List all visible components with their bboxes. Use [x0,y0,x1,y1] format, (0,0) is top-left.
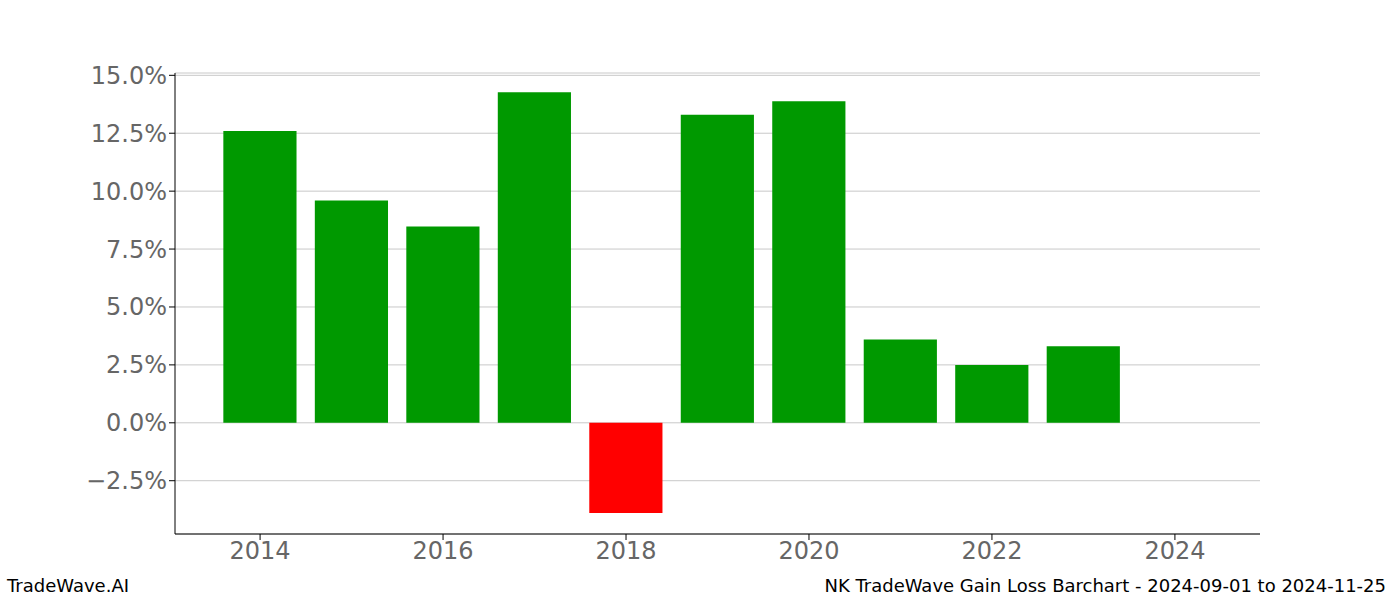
svg-text:2024: 2024 [1144,537,1205,565]
svg-text:2018: 2018 [595,537,656,565]
svg-text:−2.5%: −2.5% [86,467,167,495]
svg-text:2020: 2020 [778,537,839,565]
html-text:TradeWave.AI: TradeWave.AI [7,575,129,596]
svg-text:2014: 2014 [230,537,291,565]
svg-text:0.0%: 0.0% [106,409,167,437]
svg-text:12.5%: 12.5% [91,120,167,148]
html-text:NK TradeWave Gain Loss Barchar: NK TradeWave Gain Loss Barchart - 2024-0… [824,575,1386,596]
svg-text:2.5%: 2.5% [106,351,167,379]
svg-text:7.5%: 7.5% [106,236,167,264]
svg-text:10.0%: 10.0% [91,178,167,206]
svg-text:2022: 2022 [961,537,1022,565]
svg-text:2016: 2016 [413,537,474,565]
svg-text:5.0%: 5.0% [106,293,167,321]
svg-text:15.0%: 15.0% [91,62,167,90]
